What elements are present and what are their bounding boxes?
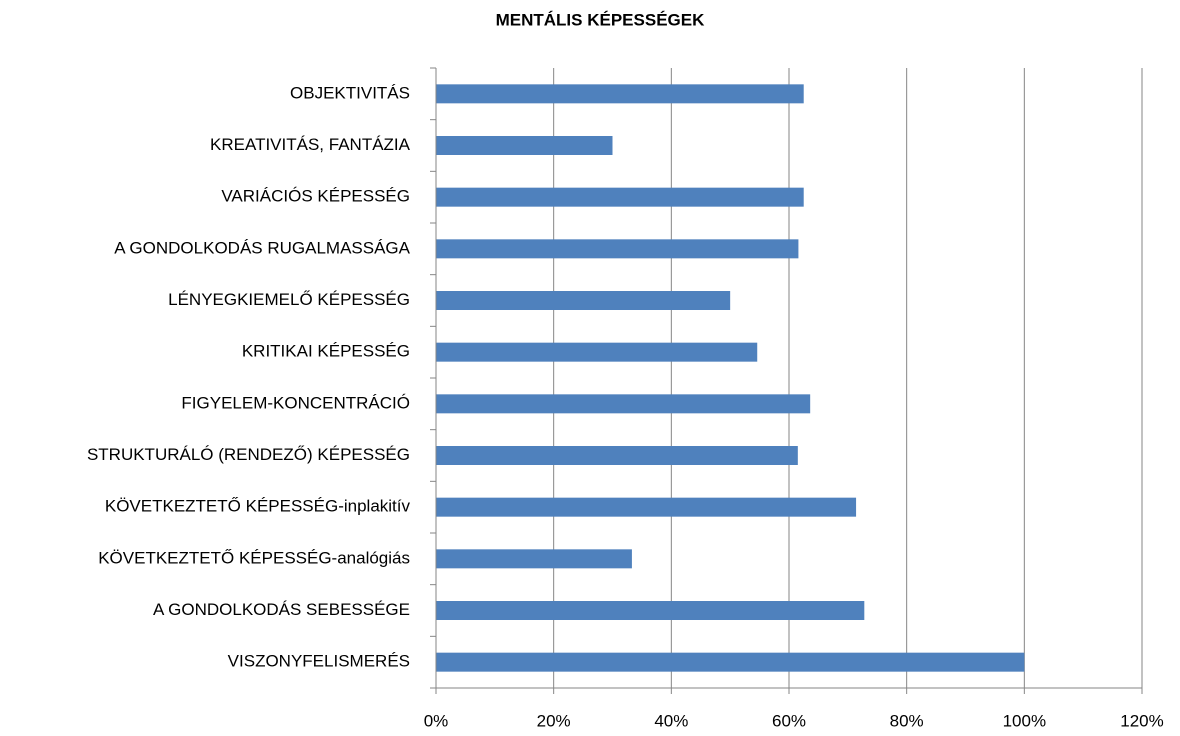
- x-tick-label: 60%: [772, 711, 806, 730]
- y-tick-label: KRITIKAI KÉPESSÉG: [242, 342, 410, 361]
- x-tick-label: 100%: [1003, 711, 1046, 730]
- bar: [436, 446, 798, 465]
- bar: [436, 652, 1025, 672]
- y-tick-label: OBJEKTIVITÁS: [290, 83, 410, 102]
- bar: [436, 549, 632, 569]
- y-tick-label: STRUKTURÁLÓ (RENDEZŐ) KÉPESSÉG: [87, 445, 410, 464]
- y-tick-label: A GONDOLKODÁS RUGALMASSÁGA: [114, 238, 410, 257]
- y-tick-label: LÉNYEGKIEMELŐ KÉPESSÉG: [168, 290, 410, 309]
- chart-title: MENTÁLIS KÉPESSÉGEK: [496, 10, 705, 29]
- y-tick-label: VARIÁCIÓS KÉPESSÉG: [221, 187, 410, 206]
- y-tick-label: KREATIVITÁS, FANTÁZIA: [210, 135, 411, 154]
- bar: [436, 136, 613, 155]
- bar: [436, 84, 804, 104]
- bar: [436, 291, 731, 310]
- x-tick-label: 80%: [890, 711, 924, 730]
- bar: [436, 187, 804, 207]
- bar: [436, 239, 799, 259]
- x-tick-label: 120%: [1120, 711, 1163, 730]
- y-tick-label: VISZONYFELISMERÉS: [228, 652, 410, 671]
- bar: [436, 497, 857, 517]
- bar: [436, 342, 758, 362]
- bar: [436, 601, 865, 620]
- y-tick-label: A GONDOLKODÁS SEBESSÉGE: [153, 600, 410, 619]
- x-tick-label: 40%: [654, 711, 688, 730]
- bar: [436, 394, 811, 414]
- y-tick-label: KÖVETKEZTETŐ KÉPESSÉG-analógiás: [98, 548, 410, 567]
- x-tick-label: 20%: [537, 711, 571, 730]
- x-tick-label: 0%: [424, 711, 449, 730]
- y-tick-label: KÖVETKEZTETŐ KÉPESSÉG-inplakitív: [105, 497, 411, 516]
- y-tick-label: FIGYELEM-KONCENTRÁCIÓ: [181, 393, 410, 412]
